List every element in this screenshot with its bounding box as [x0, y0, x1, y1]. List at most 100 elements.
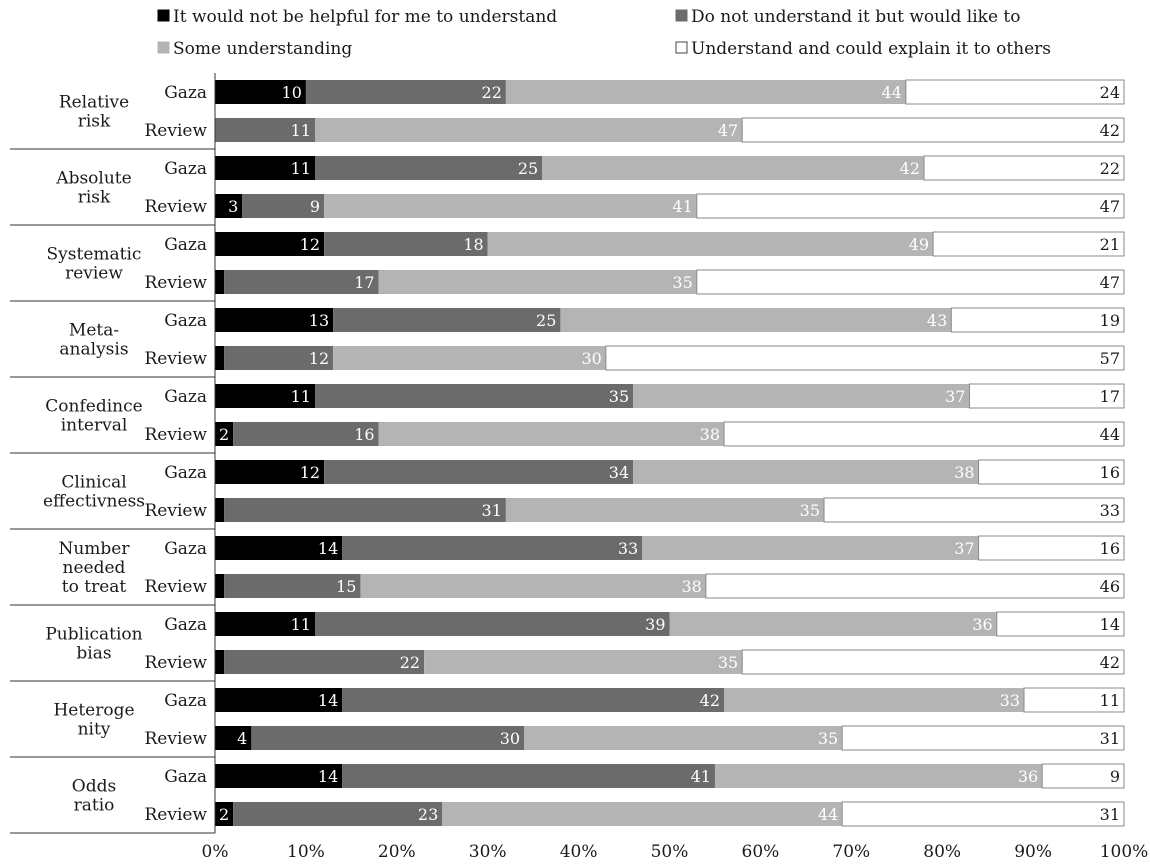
data-label: 33: [618, 539, 638, 558]
legend-swatch: [158, 10, 169, 21]
bar-segment: [324, 460, 633, 484]
legend-swatch: [676, 10, 687, 21]
bar-segment: [842, 802, 1124, 826]
data-label: 33: [1100, 501, 1120, 520]
data-label: 9: [310, 197, 320, 216]
bar-segment: [715, 764, 1042, 788]
bar-segment: [379, 270, 697, 294]
row-label: Gaza: [164, 387, 207, 407]
data-label: 35: [800, 501, 820, 520]
data-label: 44: [881, 83, 901, 102]
data-label: 37: [945, 387, 965, 406]
data-label: 47: [718, 121, 738, 140]
bar-segment: [360, 574, 705, 598]
category-label: Relative risk: [59, 93, 129, 132]
bar-segment: [633, 384, 969, 408]
legend-label: Do not understand it but would like to: [691, 7, 1020, 27]
data-label: 35: [818, 729, 838, 748]
data-label: 31: [1100, 805, 1120, 824]
data-label: 35: [718, 653, 738, 672]
data-label: 2: [219, 425, 229, 444]
data-label: 43: [927, 311, 947, 330]
data-label: 42: [900, 159, 920, 178]
bar-segment: [742, 650, 1124, 674]
bar-segment: [215, 346, 224, 370]
row-label: Gaza: [164, 691, 207, 711]
data-label: 36: [972, 615, 992, 634]
bar-segment: [697, 194, 1124, 218]
row-label: Gaza: [164, 615, 207, 635]
row-label: Gaza: [164, 311, 207, 331]
bar-segment: [315, 118, 742, 142]
bar-segment: [488, 232, 933, 256]
data-label: 21: [1100, 235, 1120, 254]
data-label: 37: [954, 539, 974, 558]
plot-area: Gaza 10 22 44 24Review 11 47 42Gaza 11 25 42 22Revi…: [144, 73, 1124, 833]
data-label: 14: [318, 691, 338, 710]
legend-label: Understand and could explain it to other…: [691, 39, 1051, 59]
category-label: Clinical effectivness: [43, 473, 145, 512]
data-label: 9: [1110, 767, 1120, 786]
row-label: Gaza: [164, 539, 207, 559]
legend-label: Some understanding: [173, 39, 352, 59]
x-tick-label: 80%: [923, 842, 961, 862]
category-label: Meta-analysis: [59, 321, 128, 360]
data-label: 25: [518, 159, 538, 178]
bar-segment: [924, 156, 1124, 180]
bar-segment: [342, 764, 715, 788]
bar-segment: [442, 802, 842, 826]
bar-segment: [724, 688, 1024, 712]
row-label: Review: [144, 805, 207, 825]
bar-segment: [333, 308, 560, 332]
row-label: Gaza: [164, 235, 207, 255]
row-label: Review: [144, 577, 207, 597]
bar-segment: [215, 574, 224, 598]
x-tick-label: 50%: [651, 842, 689, 862]
bar-segment: [342, 536, 642, 560]
x-tick-label: 100%: [1100, 842, 1149, 862]
data-label: 44: [1100, 425, 1120, 444]
bar-segment: [824, 498, 1124, 522]
bar-segment: [224, 498, 506, 522]
bar-segment: [306, 80, 506, 104]
data-label: 25: [536, 311, 556, 330]
data-label: 15: [336, 577, 356, 596]
x-tick-label: 70%: [832, 842, 870, 862]
data-label: 47: [1100, 197, 1120, 216]
data-label: 18: [463, 235, 483, 254]
data-label: 31: [1100, 729, 1120, 748]
row-label: Gaza: [164, 767, 207, 787]
bar-segment: [233, 802, 442, 826]
data-label: 11: [291, 121, 311, 140]
row-label: Review: [144, 729, 207, 749]
data-label: 46: [1100, 577, 1120, 596]
data-label: 42: [1100, 121, 1120, 140]
row-label: Review: [144, 653, 207, 673]
data-label: 36: [1018, 767, 1038, 786]
data-label: 12: [309, 349, 329, 368]
row-label: Review: [144, 121, 207, 141]
bar-segment: [251, 726, 524, 750]
data-label: 42: [1100, 653, 1120, 672]
bar-segment: [315, 156, 542, 180]
data-label: 57: [1100, 349, 1120, 368]
data-label: 12: [300, 463, 320, 482]
data-label: 41: [691, 767, 711, 786]
data-label: 16: [1100, 539, 1120, 558]
category-label: Heteroge nity: [53, 701, 134, 740]
data-label: 35: [672, 273, 692, 292]
bar-segment: [742, 118, 1124, 142]
bar-segment: [670, 612, 997, 636]
data-label: 19: [1100, 311, 1120, 330]
bar-segment: [506, 80, 906, 104]
category-label: Publication bias: [45, 625, 142, 664]
legend: It would not be helpful for me to unders…: [158, 7, 1051, 59]
bar-segment: [951, 308, 1124, 332]
bar-segment: [524, 726, 842, 750]
data-label: 17: [354, 273, 374, 292]
bar-segment: [379, 422, 724, 446]
data-label: 23: [418, 805, 438, 824]
data-label: 11: [291, 159, 311, 178]
x-tick-label: 60%: [742, 842, 780, 862]
